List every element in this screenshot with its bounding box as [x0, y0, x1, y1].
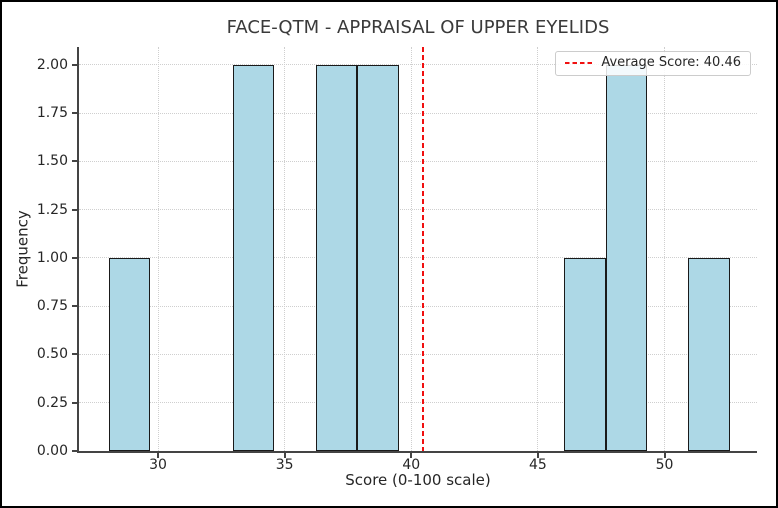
histogram-bar — [564, 257, 606, 451]
plot-area: Average Score: 40.46 30 35 40 45 50 0.00 0.25 0… — [37, 47, 757, 473]
x-tick-mark — [663, 453, 666, 458]
y-tick-mark — [72, 160, 77, 163]
x-gridline — [284, 47, 286, 451]
y-tick-mark — [72, 305, 77, 308]
x-tick-label: 45 — [529, 457, 547, 473]
x-tick-label: 40 — [402, 457, 421, 473]
y-gridline — [79, 112, 757, 114]
legend-label: Average Score: 40.46 — [601, 55, 741, 70]
x-tick-label: 30 — [149, 457, 167, 473]
y-axis-label: Frequency — [13, 210, 32, 288]
y-tick-mark — [72, 353, 77, 356]
y-tick-label: 1.75 — [36, 105, 68, 122]
y-gridline — [79, 305, 757, 307]
x-axis-spine — [77, 451, 757, 453]
y-axis-spine — [77, 47, 79, 453]
chart-title: FACE-QTM - APPRAISAL OF UPPER EYELIDS — [226, 17, 610, 38]
y-gridline — [79, 209, 757, 211]
x-axis-label: Score (0-100 scale) — [345, 471, 491, 489]
x-tick-label: 50 — [655, 457, 674, 473]
x-gridline — [537, 47, 539, 451]
x-tick-label: 35 — [275, 457, 294, 473]
y-tick-label: 1.50 — [36, 153, 68, 170]
y-tick-label: 1.25 — [36, 201, 68, 218]
x-gridline — [664, 47, 666, 451]
y-tick-mark — [72, 450, 77, 452]
histogram-bar — [315, 64, 358, 451]
y-tick-label: 1.00 — [36, 249, 68, 266]
histogram-bar — [108, 257, 151, 451]
y-tick-mark — [72, 208, 77, 211]
x-gridline — [410, 47, 412, 451]
y-tick-label: 0.25 — [36, 394, 68, 411]
y-tick-mark — [72, 112, 77, 115]
y-gridline — [79, 257, 757, 259]
x-tick-mark — [157, 453, 160, 458]
y-gridline — [79, 402, 757, 404]
y-gridline — [79, 353, 757, 355]
x-tick-mark — [283, 453, 286, 458]
histogram-bar — [688, 257, 730, 451]
legend: Average Score: 40.46 — [555, 51, 751, 76]
y-tick-mark — [72, 401, 77, 404]
y-tick-label: 0.75 — [36, 298, 68, 315]
x-tick-mark — [410, 453, 413, 458]
y-tick-label: 2.00 — [36, 56, 68, 73]
x-gridline — [157, 47, 159, 451]
y-tick-mark — [72, 63, 77, 66]
histogram-bar — [605, 64, 648, 451]
x-tick-mark — [536, 453, 539, 458]
histogram-bar — [232, 64, 275, 451]
y-gridline — [79, 160, 757, 162]
y-tick-label: 0.50 — [36, 346, 68, 363]
red-dashed-line-icon — [565, 62, 593, 65]
histogram-bar — [357, 64, 399, 451]
y-tick-label: 0.00 — [36, 443, 68, 459]
y-tick-mark — [72, 256, 77, 259]
average-score-line — [421, 47, 424, 451]
y-gridline — [79, 64, 757, 66]
